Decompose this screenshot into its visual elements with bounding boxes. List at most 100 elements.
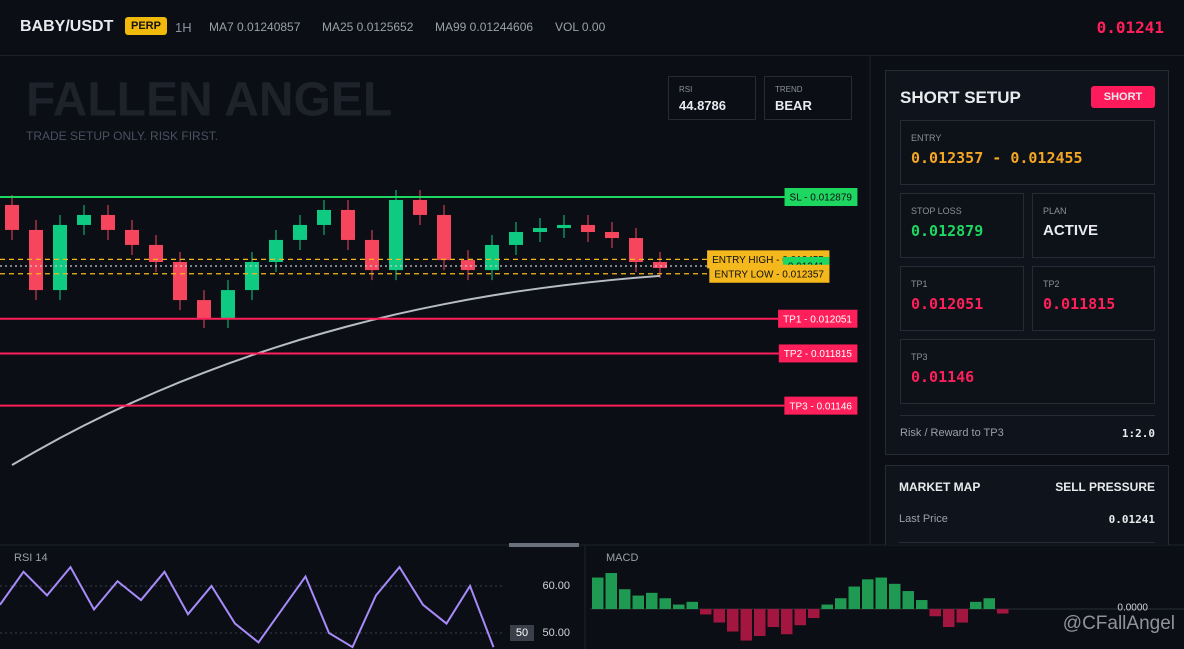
candle-body — [77, 214, 91, 225]
setup-title: SHORT SETUP — [900, 88, 1021, 107]
symbol: BABY/USDT — [20, 18, 114, 35]
level-label: ENTRY HIGH - 0.012455 — [712, 255, 824, 266]
interval[interactable]: 1H — [175, 20, 192, 35]
level-label: SL - 0.012879 — [790, 193, 853, 204]
stat-label: TREND — [775, 85, 803, 94]
y-tick-label: 50.00 — [542, 627, 570, 639]
level-label: TP2 - 0.011815 — [784, 349, 853, 360]
value: 0.012357 - 0.012455 — [911, 149, 1083, 167]
macd-bar — [659, 598, 671, 610]
macd-bar — [727, 609, 739, 632]
tp2-box: TP2 0.011815 — [1032, 266, 1155, 331]
macd-bar — [794, 609, 806, 626]
candle-body — [173, 261, 187, 301]
label: TP1 — [911, 279, 928, 289]
value: ACTIVE — [1043, 222, 1099, 239]
level-tag — [784, 188, 858, 207]
candle-body — [197, 300, 211, 319]
candle-body — [101, 214, 115, 230]
rsi-title: RSI 14 — [14, 552, 48, 564]
macd-title: MACD — [606, 552, 638, 564]
macd-bar — [686, 601, 698, 610]
level-tag — [784, 396, 858, 415]
badge: PERP — [125, 17, 167, 35]
plan-box: PLAN ACTIVE — [1032, 193, 1155, 258]
watermark-subtitle: TRADE SETUP ONLY. RISK FIRST. — [26, 129, 218, 143]
setup-card: SHORT SETUP SHORT ENTRY 0.012357 - 0.012… — [885, 70, 1169, 455]
level-tag — [778, 309, 858, 328]
macd-bar — [767, 609, 779, 628]
candle-body — [581, 224, 595, 233]
macd-bar — [808, 609, 820, 619]
trend-stat: TREND BEAR — [764, 76, 852, 120]
volume: VOL 0.00 — [555, 20, 606, 34]
action-button[interactable]: SHORT — [1091, 86, 1155, 108]
candle-body — [413, 199, 427, 215]
candle-body — [629, 238, 643, 262]
candle-body — [437, 214, 451, 261]
candle-body — [365, 239, 379, 271]
ma99: MA99 0.01244606 — [435, 20, 534, 34]
level-label: TP3 - 0.01146 — [789, 401, 852, 412]
scroll-handle[interactable] — [509, 543, 579, 547]
rsi-stat: RSI 44.8786 — [668, 76, 756, 120]
macd-bar — [848, 586, 860, 610]
candle-body — [533, 228, 547, 233]
candle-body — [557, 224, 571, 229]
divider — [0, 55, 1184, 56]
level-tag — [709, 264, 830, 283]
macd-bar — [821, 604, 833, 610]
rr-label: Risk / Reward to TP3 — [900, 427, 1004, 439]
macd-bar — [619, 589, 631, 610]
macd-bar — [997, 609, 1009, 614]
ma99-line — [11, 274, 661, 466]
candle-body — [29, 229, 43, 291]
macd-bar — [713, 609, 725, 623]
macd-bar — [605, 573, 617, 610]
level-tag — [778, 344, 858, 363]
macd-bar — [916, 600, 928, 610]
candle-body — [125, 229, 139, 245]
stat-value: BEAR — [775, 98, 812, 113]
separator — [899, 542, 1155, 543]
candle-body — [149, 244, 163, 262]
value: 0.012879 — [911, 222, 984, 240]
price: 0.01241 — [1096, 18, 1164, 37]
macd-bar — [902, 591, 914, 610]
macd-bar — [956, 609, 968, 623]
market-status: SELL PRESSURE — [1055, 480, 1155, 494]
candle-body — [509, 232, 523, 245]
candle-body — [653, 261, 667, 269]
value: 0.01146 — [911, 368, 975, 386]
value-tag — [510, 625, 534, 641]
macd-bar — [673, 604, 685, 610]
macd-bar — [700, 609, 712, 615]
market-card: MARKET MAP SELL PRESSURE Last Price 0.01… — [885, 465, 1169, 545]
macd-bar — [740, 609, 752, 641]
candle-body — [293, 224, 307, 240]
ma7: MA7 0.01240857 — [209, 20, 301, 34]
value: 0.011815 — [1043, 295, 1116, 313]
label: TP3 — [911, 352, 928, 362]
candle-body — [221, 290, 235, 319]
ma25: MA25 0.0125652 — [322, 20, 414, 34]
level-label: TP1 - 0.012051 — [783, 314, 852, 325]
macd-bar — [929, 609, 941, 617]
rsi-line — [0, 565, 495, 649]
y-tick-label: 60.00 — [542, 580, 570, 592]
rr-value: 1:2.0 — [1121, 427, 1155, 440]
watermark-title: FALLEN ANGEL — [26, 74, 392, 127]
macd-bar — [632, 595, 644, 610]
candle-body — [605, 232, 619, 239]
label: PLAN — [1043, 206, 1067, 216]
candle-body — [269, 239, 283, 262]
macd-bar — [646, 592, 658, 610]
value-tag-label: 50 — [516, 627, 528, 639]
last-value: 0.01241 — [1108, 513, 1155, 526]
macd-bar — [835, 598, 847, 610]
macd-bar — [943, 609, 955, 628]
macd-bar — [754, 609, 766, 637]
candle-body — [461, 260, 475, 271]
